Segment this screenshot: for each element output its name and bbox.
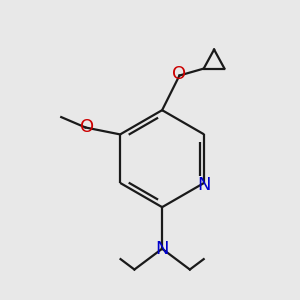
Text: N: N bbox=[197, 176, 211, 194]
Text: O: O bbox=[172, 65, 187, 83]
Text: N: N bbox=[155, 240, 169, 258]
Text: O: O bbox=[80, 118, 94, 136]
